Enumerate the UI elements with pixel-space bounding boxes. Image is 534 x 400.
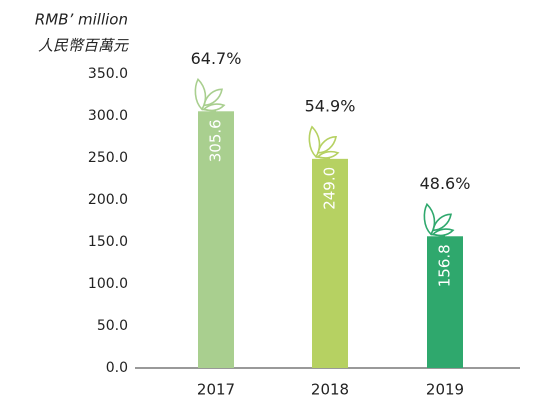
leaf-icon [194, 77, 226, 113]
y-tick-label: 50.0 [97, 318, 128, 334]
leaf-icon [308, 125, 340, 160]
percent-label: 64.7% [191, 49, 242, 68]
y-tick-label: 200.0 [88, 192, 128, 208]
y-tick-label: 250.0 [88, 150, 128, 166]
y-tick-label: 100.0 [88, 276, 128, 292]
value-label: 305.6 [207, 119, 225, 162]
bar [427, 236, 463, 368]
y-tick-label: 300.0 [88, 108, 128, 124]
leaf [203, 88, 223, 107]
leaf [317, 136, 337, 154]
stem [430, 233, 446, 238]
percent-label: 54.9% [305, 96, 356, 115]
y-tick-label: 150.0 [88, 234, 128, 250]
value-label: 156.8 [436, 244, 454, 287]
bar [312, 158, 348, 368]
x-tick-label: 2017 [197, 381, 235, 399]
axis-title: 人民幣百萬元 [38, 37, 129, 55]
stem [315, 156, 331, 160]
leaf-icon [423, 202, 455, 238]
stem [201, 108, 217, 113]
x-tick-label: 2018 [311, 381, 349, 399]
percent-label: 48.6% [420, 174, 471, 193]
x-tick-label: 2019 [426, 381, 464, 399]
axis-title: RMB’ million [35, 11, 128, 29]
y-tick-label: 350.0 [88, 66, 128, 82]
y-tick-label: 0.0 [106, 360, 128, 376]
value-label: 249.0 [321, 167, 339, 210]
leaf [432, 213, 452, 232]
bar [198, 111, 234, 369]
